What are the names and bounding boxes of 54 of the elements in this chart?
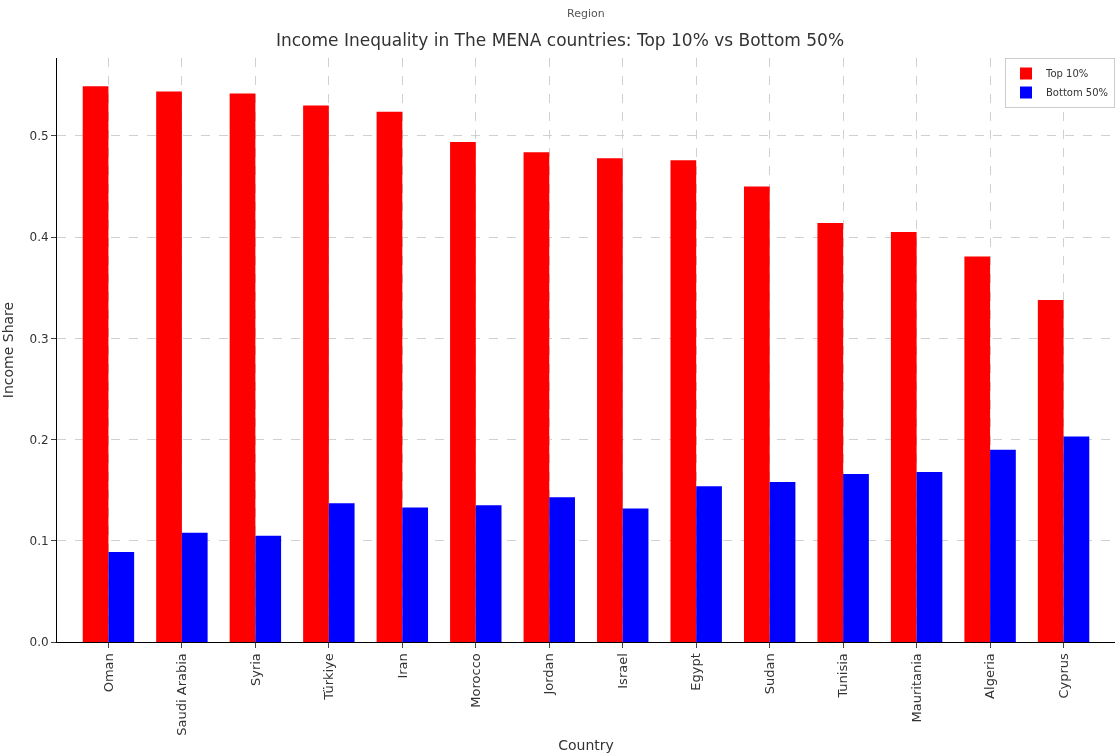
y-tick-label: 0.0 bbox=[29, 635, 49, 650]
bar bbox=[696, 486, 722, 642]
x-tick-label: Morocco bbox=[468, 653, 484, 708]
x-tick-label: Israel bbox=[614, 653, 630, 689]
bar bbox=[890, 232, 917, 642]
bar bbox=[549, 497, 575, 642]
bar bbox=[303, 105, 329, 642]
x-tick-label: Saudi Arabia bbox=[174, 653, 190, 736]
bar bbox=[523, 152, 550, 642]
bar bbox=[597, 158, 623, 642]
bar bbox=[743, 186, 770, 642]
chart-subtitle: Region bbox=[567, 7, 605, 20]
bar bbox=[990, 449, 1016, 642]
bar bbox=[1063, 436, 1090, 642]
x-tick-label: Iran bbox=[394, 653, 410, 679]
chart-title: Income Inequality in The MENA countries: Top 10% vs Bottom 50% bbox=[275, 29, 845, 50]
x-tick-label: Tunisia bbox=[835, 653, 851, 699]
bar bbox=[817, 222, 844, 642]
bar bbox=[108, 551, 135, 642]
bar bbox=[255, 535, 282, 642]
bar bbox=[916, 471, 943, 642]
bar bbox=[843, 473, 869, 642]
x-axis-title: Country bbox=[558, 737, 614, 753]
x-tick-label: Oman bbox=[100, 653, 116, 693]
bar bbox=[229, 93, 256, 642]
bar bbox=[82, 86, 109, 642]
bar bbox=[376, 111, 403, 642]
x-tick-label: Algeria bbox=[982, 653, 998, 699]
bar bbox=[1037, 299, 1064, 642]
x-tick-label: Mauritania bbox=[908, 653, 924, 723]
bar bbox=[964, 256, 991, 642]
y-tick-label: 0.3 bbox=[29, 331, 49, 346]
legend-label: Top 10% bbox=[1045, 68, 1089, 80]
legend-label: Bottom 50% bbox=[1046, 87, 1109, 99]
y-tick-label: 0.1 bbox=[29, 533, 49, 548]
x-tick-label: Sudan bbox=[761, 653, 777, 695]
y-axis-title: Income Share bbox=[0, 301, 16, 399]
bar bbox=[450, 142, 476, 642]
y-tick-label: 0.2 bbox=[29, 432, 49, 447]
x-tick-label: Jordan bbox=[541, 653, 557, 696]
x-tick-label: Cyprus bbox=[1055, 652, 1071, 699]
x-tick-label: Syria bbox=[247, 653, 263, 687]
x-tick-label: Egypt bbox=[688, 653, 704, 691]
y-tick-label: 0.5 bbox=[29, 129, 49, 144]
y-tick-label: 0.4 bbox=[29, 230, 49, 245]
bar bbox=[328, 503, 355, 642]
bar bbox=[769, 482, 796, 642]
bar bbox=[402, 507, 429, 642]
x-tick-label: Türkiye bbox=[321, 653, 337, 701]
bar bbox=[156, 91, 182, 642]
bar bbox=[622, 508, 649, 642]
bar bbox=[670, 160, 697, 642]
bar bbox=[475, 505, 502, 642]
bar bbox=[181, 532, 208, 642]
